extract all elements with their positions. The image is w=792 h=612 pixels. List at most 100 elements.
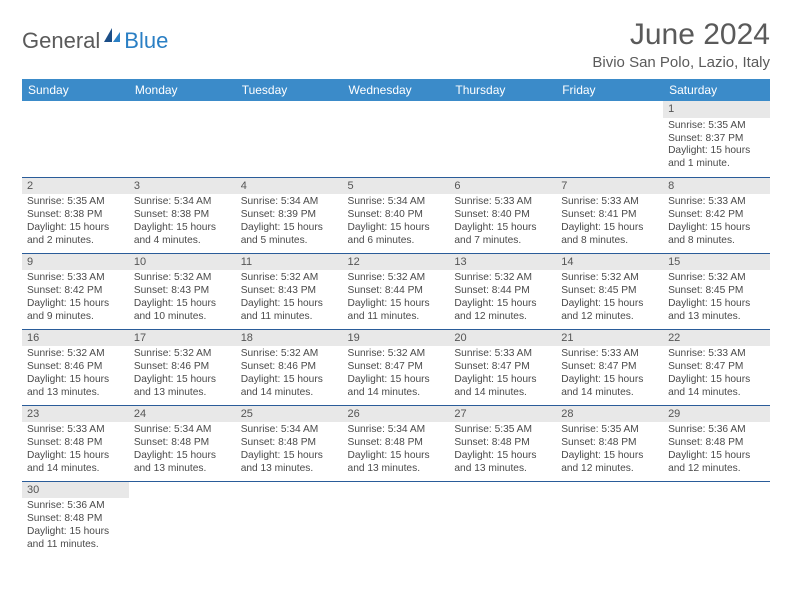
sunrise-text: Sunrise: 5:36 AM — [27, 500, 124, 513]
daylight-text: Daylight: 15 hours and 14 minutes. — [27, 450, 124, 476]
day-number: 14 — [556, 254, 663, 271]
calendar-day: 7Sunrise: 5:33 AMSunset: 8:41 PMDaylight… — [556, 177, 663, 253]
daylight-text: Daylight: 15 hours and 14 minutes. — [241, 374, 338, 400]
calendar-day: 6Sunrise: 5:33 AMSunset: 8:40 PMDaylight… — [449, 177, 556, 253]
day-details: Sunrise: 5:32 AMSunset: 8:44 PMDaylight:… — [449, 270, 556, 327]
daylight-text: Daylight: 15 hours and 10 minutes. — [134, 298, 231, 324]
sunrise-text: Sunrise: 5:34 AM — [241, 196, 338, 209]
day-number: 19 — [343, 330, 450, 347]
sunset-text: Sunset: 8:48 PM — [27, 437, 124, 450]
sunset-text: Sunset: 8:47 PM — [668, 361, 765, 374]
sunset-text: Sunset: 8:48 PM — [27, 513, 124, 526]
daylight-text: Daylight: 15 hours and 12 minutes. — [454, 298, 551, 324]
sunrise-text: Sunrise: 5:32 AM — [241, 272, 338, 285]
day-number: 4 — [236, 178, 343, 195]
sunset-text: Sunset: 8:43 PM — [134, 285, 231, 298]
calendar-day: 8Sunrise: 5:33 AMSunset: 8:42 PMDaylight… — [663, 177, 770, 253]
sunrise-text: Sunrise: 5:33 AM — [561, 348, 658, 361]
calendar-week: 2Sunrise: 5:35 AMSunset: 8:38 PMDaylight… — [22, 177, 770, 253]
daylight-text: Daylight: 15 hours and 1 minute. — [668, 145, 765, 171]
sunrise-text: Sunrise: 5:32 AM — [241, 348, 338, 361]
day-details: Sunrise: 5:33 AMSunset: 8:42 PMDaylight:… — [22, 270, 129, 327]
sunset-text: Sunset: 8:41 PM — [561, 209, 658, 222]
sunset-text: Sunset: 8:47 PM — [348, 361, 445, 374]
daylight-text: Daylight: 15 hours and 13 minutes. — [454, 450, 551, 476]
sunset-text: Sunset: 8:45 PM — [561, 285, 658, 298]
day-details: Sunrise: 5:32 AMSunset: 8:47 PMDaylight:… — [343, 346, 450, 403]
calendar-day: 5Sunrise: 5:34 AMSunset: 8:40 PMDaylight… — [343, 177, 450, 253]
calendar-empty — [343, 481, 450, 557]
calendar-body: 1Sunrise: 5:35 AMSunset: 8:37 PMDaylight… — [22, 101, 770, 557]
sunrise-text: Sunrise: 5:32 AM — [134, 348, 231, 361]
sunset-text: Sunset: 8:47 PM — [561, 361, 658, 374]
day-number: 12 — [343, 254, 450, 271]
day-header: Monday — [129, 79, 236, 101]
sunset-text: Sunset: 8:48 PM — [348, 437, 445, 450]
calendar-empty — [129, 481, 236, 557]
sunrise-text: Sunrise: 5:36 AM — [668, 424, 765, 437]
sunset-text: Sunset: 8:42 PM — [27, 285, 124, 298]
day-number: 23 — [22, 406, 129, 423]
sunset-text: Sunset: 8:44 PM — [348, 285, 445, 298]
calendar-empty — [663, 481, 770, 557]
sunset-text: Sunset: 8:42 PM — [668, 209, 765, 222]
calendar-day: 10Sunrise: 5:32 AMSunset: 8:43 PMDayligh… — [129, 253, 236, 329]
sunset-text: Sunset: 8:40 PM — [454, 209, 551, 222]
day-number: 8 — [663, 178, 770, 195]
calendar-week: 30Sunrise: 5:36 AMSunset: 8:48 PMDayligh… — [22, 481, 770, 557]
daylight-text: Daylight: 15 hours and 5 minutes. — [241, 222, 338, 248]
sunset-text: Sunset: 8:46 PM — [241, 361, 338, 374]
day-number: 16 — [22, 330, 129, 347]
day-number: 28 — [556, 406, 663, 423]
day-details: Sunrise: 5:32 AMSunset: 8:46 PMDaylight:… — [236, 346, 343, 403]
sunset-text: Sunset: 8:44 PM — [454, 285, 551, 298]
daylight-text: Daylight: 15 hours and 13 minutes. — [241, 450, 338, 476]
day-details: Sunrise: 5:36 AMSunset: 8:48 PMDaylight:… — [22, 498, 129, 555]
calendar-empty — [236, 481, 343, 557]
sunrise-text: Sunrise: 5:33 AM — [668, 196, 765, 209]
sunrise-text: Sunrise: 5:33 AM — [454, 348, 551, 361]
daylight-text: Daylight: 15 hours and 13 minutes. — [348, 450, 445, 476]
calendar-empty — [449, 101, 556, 177]
calendar-day: 16Sunrise: 5:32 AMSunset: 8:46 PMDayligh… — [22, 329, 129, 405]
sunrise-text: Sunrise: 5:34 AM — [134, 196, 231, 209]
day-details: Sunrise: 5:33 AMSunset: 8:47 PMDaylight:… — [449, 346, 556, 403]
daylight-text: Daylight: 15 hours and 14 minutes. — [454, 374, 551, 400]
day-details: Sunrise: 5:32 AMSunset: 8:45 PMDaylight:… — [663, 270, 770, 327]
daylight-text: Daylight: 15 hours and 13 minutes. — [27, 374, 124, 400]
calendar-day: 22Sunrise: 5:33 AMSunset: 8:47 PMDayligh… — [663, 329, 770, 405]
day-details: Sunrise: 5:34 AMSunset: 8:39 PMDaylight:… — [236, 194, 343, 251]
daylight-text: Daylight: 15 hours and 14 minutes. — [668, 374, 765, 400]
day-details: Sunrise: 5:34 AMSunset: 8:38 PMDaylight:… — [129, 194, 236, 251]
sunrise-text: Sunrise: 5:34 AM — [348, 196, 445, 209]
calendar-day: 25Sunrise: 5:34 AMSunset: 8:48 PMDayligh… — [236, 405, 343, 481]
calendar-empty — [556, 481, 663, 557]
sunrise-text: Sunrise: 5:32 AM — [134, 272, 231, 285]
sunset-text: Sunset: 8:48 PM — [134, 437, 231, 450]
day-header: Tuesday — [236, 79, 343, 101]
day-number: 27 — [449, 406, 556, 423]
day-number: 1 — [663, 101, 770, 118]
day-details: Sunrise: 5:32 AMSunset: 8:43 PMDaylight:… — [129, 270, 236, 327]
daylight-text: Daylight: 15 hours and 8 minutes. — [668, 222, 765, 248]
calendar-empty — [556, 101, 663, 177]
sunrise-text: Sunrise: 5:32 AM — [561, 272, 658, 285]
calendar-empty — [236, 101, 343, 177]
calendar-week: 9Sunrise: 5:33 AMSunset: 8:42 PMDaylight… — [22, 253, 770, 329]
day-header: Saturday — [663, 79, 770, 101]
daylight-text: Daylight: 15 hours and 12 minutes. — [561, 450, 658, 476]
calendar-day: 9Sunrise: 5:33 AMSunset: 8:42 PMDaylight… — [22, 253, 129, 329]
day-header: Sunday — [22, 79, 129, 101]
sunrise-text: Sunrise: 5:33 AM — [561, 196, 658, 209]
location: Bivio San Polo, Lazio, Italy — [592, 54, 770, 71]
day-details: Sunrise: 5:33 AMSunset: 8:48 PMDaylight:… — [22, 422, 129, 479]
sunrise-text: Sunrise: 5:35 AM — [668, 120, 765, 133]
sunset-text: Sunset: 8:38 PM — [134, 209, 231, 222]
calendar-day: 21Sunrise: 5:33 AMSunset: 8:47 PMDayligh… — [556, 329, 663, 405]
day-number: 3 — [129, 178, 236, 195]
sunset-text: Sunset: 8:43 PM — [241, 285, 338, 298]
day-header: Thursday — [449, 79, 556, 101]
calendar-day: 1Sunrise: 5:35 AMSunset: 8:37 PMDaylight… — [663, 101, 770, 177]
day-details: Sunrise: 5:34 AMSunset: 8:48 PMDaylight:… — [343, 422, 450, 479]
day-details: Sunrise: 5:35 AMSunset: 8:48 PMDaylight:… — [556, 422, 663, 479]
